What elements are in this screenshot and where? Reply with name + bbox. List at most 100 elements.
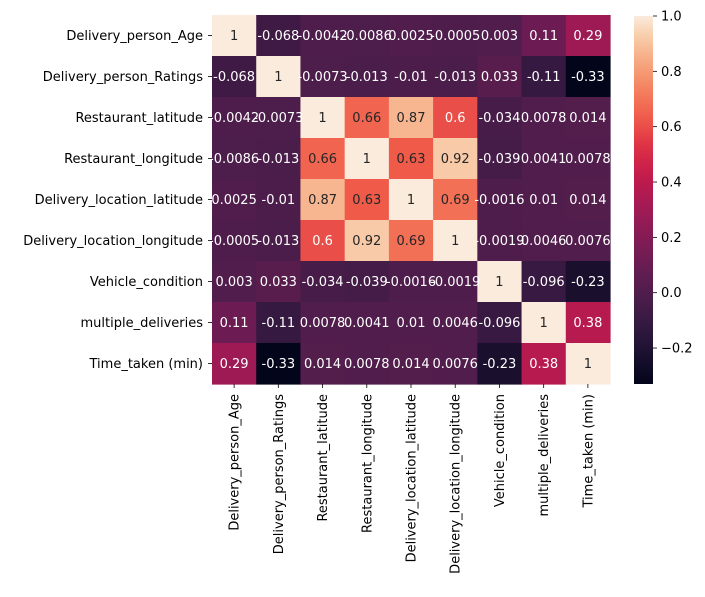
cell-value-label: -0.23 (571, 275, 605, 290)
cell-value-label: -0.11 (262, 316, 296, 331)
cell-value-label: 0.014 (304, 357, 341, 372)
heatmap-cell (212, 302, 257, 344)
x-tick-label: Delivery_person_Ratings (272, 394, 287, 554)
cell-value-label: 0.01 (397, 316, 426, 331)
cell-value-label: 0.01 (529, 193, 558, 208)
cell-value-label: 0.87 (308, 193, 337, 208)
cell-value-label: 0.0076 (432, 357, 478, 372)
cell-value-label: 0.92 (441, 152, 470, 167)
heatmap-cell (212, 56, 257, 98)
cell-value-label: 0.69 (441, 193, 470, 208)
heatmap-cell (256, 56, 302, 98)
cell-value-label: 0.63 (397, 152, 426, 167)
heatmap-cell (344, 343, 390, 385)
heatmap-cell (565, 220, 611, 262)
heatmap-cell (433, 302, 478, 344)
cell-value-label: -0.039 (346, 275, 388, 290)
x-tick-label: Time_taken (min) (581, 394, 596, 508)
heatmap-cell (256, 220, 302, 262)
cell-value-label: 0.6 (445, 111, 466, 126)
x-tick-label: Delivery_location_longitude (449, 394, 464, 574)
heatmap-cell (433, 138, 478, 180)
y-tick-label: Delivery_location_latitude (35, 193, 203, 208)
heatmap-cell (477, 97, 523, 139)
cell-value-label: 0.66 (308, 152, 337, 167)
heatmap-cell (344, 261, 390, 303)
heatmap-cell (300, 179, 346, 221)
heatmap-cell (565, 56, 611, 98)
cell-value-label: -0.0086 (342, 29, 392, 44)
cell-value-label: -0.039 (478, 152, 520, 167)
heatmap-cell (388, 302, 434, 344)
cell-value-label: -0.0042 (209, 111, 259, 126)
cell-value-label: 0.003 (481, 29, 518, 44)
cell-value-label: 0.003 (216, 275, 253, 290)
cell-value-label: 0.033 (260, 275, 297, 290)
cell-value-label: 0.6 (312, 234, 333, 249)
colorbar-tick-label: 1.0 (661, 10, 682, 25)
colorbar-tick-label: 0.6 (661, 120, 682, 135)
cell-value-label: -0.013 (257, 152, 299, 167)
y-axis: Delivery_person_Age Delivery_person_Ratin… (23, 29, 212, 372)
heatmap-cell (477, 261, 523, 303)
cell-value-label: -0.096 (523, 275, 565, 290)
heatmap-cell (388, 261, 434, 303)
cell-value-label: -0.0042 (297, 29, 347, 44)
colorbar-tick-label: 0.2 (661, 231, 682, 246)
heatmap-cell (477, 220, 523, 262)
cell-value-label: -0.33 (571, 70, 605, 85)
cell-value-label: 0.69 (397, 234, 426, 249)
cell-value-label: -0.33 (262, 357, 296, 372)
cell-value-label: 0.014 (392, 357, 429, 372)
cell-value-label: 0.38 (529, 357, 558, 372)
cell-value-label: 0.63 (352, 193, 381, 208)
heatmap-cell (565, 343, 611, 385)
cell-value-label: -0.0005 (430, 29, 480, 44)
x-tick-label: Vehicle_condition (493, 394, 508, 507)
heatmap-cell (433, 179, 478, 221)
heatmap-cell (256, 179, 302, 221)
heatmap-cell (388, 15, 434, 57)
colorbar-tick-label: 0.8 (661, 65, 682, 80)
cell-value-label: 1 (230, 29, 238, 44)
heatmap-cell (344, 138, 390, 180)
cell-value-label: -0.034 (478, 111, 520, 126)
heatmap-cell (565, 97, 611, 139)
heatmap-cell (477, 302, 523, 344)
heatmap-cell (344, 179, 390, 221)
heatmap-cell (256, 138, 302, 180)
cell-value-label: 1 (495, 275, 503, 290)
heatmap-cell (388, 220, 434, 262)
x-tick-label: Restaurant_latitude (316, 394, 331, 522)
y-tick-label: Time_taken (min) (89, 357, 203, 372)
cell-value-label: 0.0041 (344, 316, 390, 331)
cell-value-label: 0.66 (352, 111, 381, 126)
heatmap-cell (565, 302, 611, 344)
cell-value-label: 1 (274, 70, 282, 85)
cell-value-label: -0.0073 (297, 70, 347, 85)
cell-value-label: -0.23 (483, 357, 517, 372)
heatmap-cell (521, 138, 567, 180)
heatmap-cell (433, 97, 478, 139)
x-tick-label: multiple_deliveries (537, 394, 552, 517)
x-axis: Delivery_person_Age Delivery_person_Ratin… (228, 384, 596, 574)
heatmap-cell (433, 261, 478, 303)
heatmap-cell (565, 15, 611, 57)
heatmap-cell (344, 97, 390, 139)
heatmap-cell (477, 138, 523, 180)
heatmap-cell (344, 220, 390, 262)
heatmap-cell (388, 343, 434, 385)
heatmap-cell (256, 15, 302, 57)
cell-value-label: 0.29 (573, 29, 602, 44)
cell-value-label: 0.0025 (211, 193, 257, 208)
cell-value-label: -0.0073 (253, 111, 303, 126)
heatmap-cell (344, 15, 390, 57)
cell-value-label: 0.38 (573, 316, 602, 331)
heatmap-cell (388, 179, 434, 221)
heatmap-cell (256, 97, 302, 139)
heatmap-cell (212, 15, 257, 57)
cell-value-label: 0.0078 (565, 152, 611, 167)
heatmap-cell (433, 343, 478, 385)
cell-value-label: 0.0025 (388, 29, 434, 44)
